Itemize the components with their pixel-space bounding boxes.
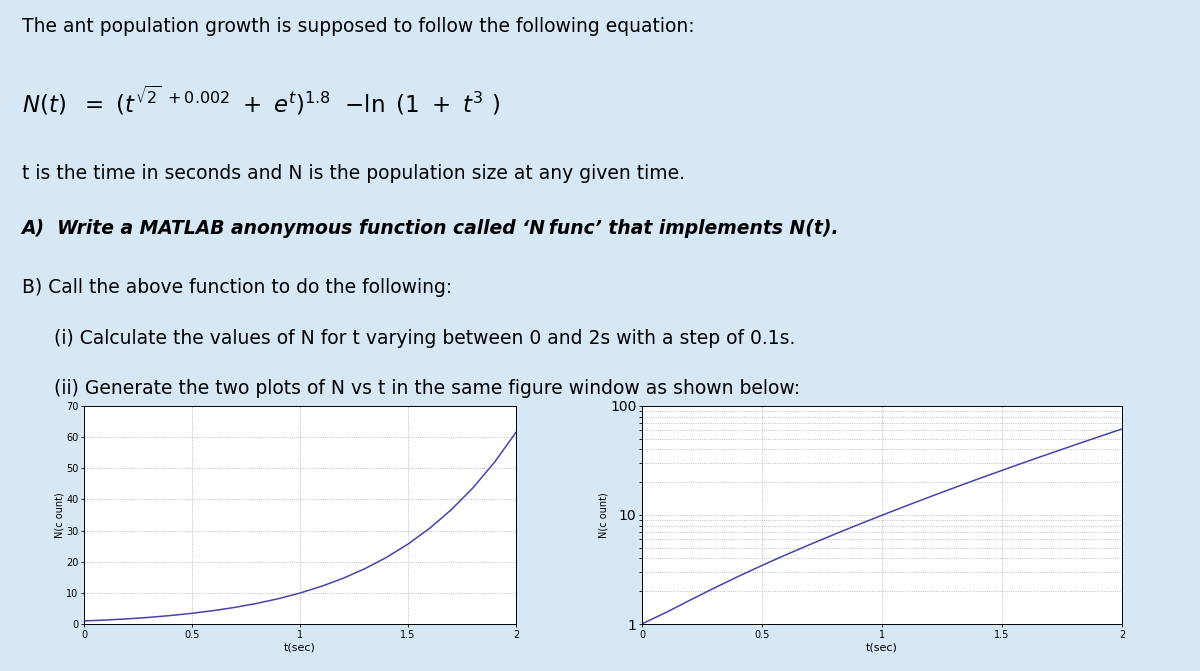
Y-axis label: N(c ount): N(c ount) [599,492,608,538]
Text: B) Call the above function to do the following:: B) Call the above function to do the fol… [22,278,452,297]
Text: The ant population growth is supposed to follow the following equation:: The ant population growth is supposed to… [22,17,695,36]
Text: (i) Calculate the values of N for t varying between 0 and 2s with a step of 0.1s: (i) Calculate the values of N for t vary… [54,329,796,348]
Text: $\it{N}$$\it{(t)}$  $=$ $(\it{t}^{\sqrt{2}\ +0.002}\ +\ \it{e}^{\it{t}})^{1.8}$ : $\it{N}$$\it{(t)}$ $=$ $(\it{t}^{\sqrt{2… [22,84,499,117]
X-axis label: t(sec): t(sec) [866,642,898,652]
Text: A)  ​Write a MATLAB anonymous function called ‘N func’ that implements N(t).: A) ​Write a MATLAB anonymous function ca… [22,219,839,238]
Text: t is the time in seconds and N is the population size at any given time.: t is the time in seconds and N is the po… [22,164,684,183]
X-axis label: t(sec): t(sec) [284,642,316,652]
Y-axis label: N(c ount): N(c ount) [55,492,65,538]
Text: (ii) Generate the two plots of N vs t in the same figure window as shown below:: (ii) Generate the two plots of N vs t in… [54,379,800,398]
